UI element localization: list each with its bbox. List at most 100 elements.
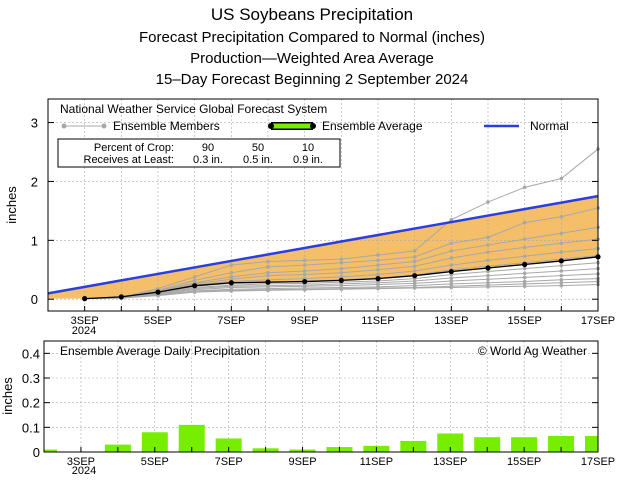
crop-table-amount: 0.5 in. [243,154,273,166]
ensemble-member-point [376,286,380,291]
ensemble-member-point [266,270,270,275]
daily-precip-bar [44,449,57,452]
ensemble-average-point [448,268,454,275]
ensemble-member-point [412,259,417,264]
legend-members-marker [101,123,107,129]
ensemble-member-point [522,266,527,271]
ensemble-member-point [339,260,344,265]
ensemble-member-point [192,275,197,279]
top-panel-title: National Weather Service Global Forecast… [60,102,327,116]
ensemble-average-point [118,294,124,300]
daily-precip-bar [474,437,501,452]
ensemble-member-point [486,277,490,282]
legend-average-marker [268,123,274,129]
ensemble-member-point [339,257,344,261]
ensemble-member-point [486,258,490,263]
daily-precip-bar [141,432,168,452]
ensemble-member-point [486,269,490,274]
ensemble-member-point [486,200,490,204]
ensemble-member-point [486,250,490,254]
ensemble-member-point [266,265,270,269]
top-x-tick-label: 7SEP [217,315,245,327]
daily-precip-bar [437,433,464,452]
ensemble-member-point [486,235,490,240]
bottom-y-tick-label: 0.2 [22,396,40,411]
top-axis-ticks: 0 1 2 3 3SEP 5SEP 7SEP 9SEP 11SEP 13SEP 15SEP 17SEP [31,116,615,327]
ensemble-average-point [155,289,161,295]
daily-precip-bar [215,438,242,452]
ensemble-member-point [559,269,564,273]
ensemble-member-point [339,275,344,279]
ensemble-member-point [412,255,417,259]
ensemble-member-point [302,272,307,277]
ensemble-member-point [522,220,527,225]
ensemble-member-point [449,279,454,283]
ensemble-member-point [559,283,564,288]
daily-precip-bar [511,437,538,452]
ensemble-average-point [412,273,418,279]
top-x-year-label: 2024 [72,325,96,337]
ensemble-member-point [266,259,270,264]
ensemble-average-point [82,296,88,302]
ensemble-member-point [412,269,417,273]
bottom-y-tick-label: 0 [33,445,40,460]
ensemble-member-point [522,271,527,276]
top-x-tick-label: 11SEP [361,315,394,327]
ensemble-average-point [375,276,381,282]
ensemble-average-point [558,258,564,264]
ensemble-member-point [449,276,454,280]
ensemble-member-point [559,176,564,181]
legend-average-label: Ensemble Average [322,119,423,133]
chart-subtitle-1: Forecast Precipitation Compared to Norma… [139,29,485,46]
credit-label: © World Ag Weather [478,344,587,358]
ensemble-member-point [522,237,527,241]
ensemble-member-point [412,286,417,290]
bottom-y-tick-label: 0.1 [22,420,40,435]
bottom-x-tick-label: 15SEP [507,456,541,468]
top-x-tick-label: 15SEP [508,315,542,327]
top-x-tick-label: 5SEP [144,315,172,327]
ensemble-member-series [82,225,600,301]
bottom-x-tick-label: 17SEP [581,456,615,468]
crop-table-amount: 0.9 in. [293,154,323,166]
normal-deficit-area [48,196,598,299]
ensemble-member-point [266,288,270,293]
ensemble-member-point [376,253,380,257]
ensemble-member-point [302,269,307,273]
bottom-x-tick-label: 13SEP [433,456,467,468]
ensemble-average-point [265,279,271,285]
chart-subtitle-2: Production—Weighted Area Average [190,50,434,67]
ensemble-member-point [449,285,454,290]
bottom-x-tick-label: 3SEP [67,456,95,468]
top-x-tick-label: 17SEP [581,315,615,327]
ensemble-member-point [449,256,454,260]
ensemble-member-point [412,264,417,269]
chart-title: US Soybeans Precipitation [211,5,413,24]
ensemble-member-point [229,263,234,267]
ensemble-average-point [485,265,491,271]
ensemble-member-point [339,287,344,292]
ensemble-average-point [302,278,308,285]
ensemble-member-point [376,263,380,267]
top-x-tick-label: 9SEP [291,315,319,327]
daily-precip-bar [400,440,427,452]
ensemble-member-point [559,241,564,246]
bottom-x-tick-label: 9SEP [288,456,316,468]
top-y-axis-label: inches [4,186,19,224]
ensemble-member-point [302,263,307,267]
ensemble-average-point [192,283,198,289]
crop-table: Percent of Crop: Receives at Least: 90 5… [57,138,341,168]
legend-normal-label: Normal [530,119,569,133]
legend-average-marker [310,123,316,129]
ensemble-member-point [486,243,490,247]
top-y-tick-label: 2 [31,174,38,189]
daily-precip-bar [548,435,575,452]
ensemble-member-point [522,185,527,190]
ensemble-member-point [559,273,564,278]
bottom-x-tick-label: 7SEP [215,456,243,468]
normal-series [47,194,599,295]
ensemble-member-point [339,270,344,275]
top-plot-frame [47,98,599,312]
ensemble-member-point [522,284,527,289]
ensemble-member-point [559,277,564,282]
